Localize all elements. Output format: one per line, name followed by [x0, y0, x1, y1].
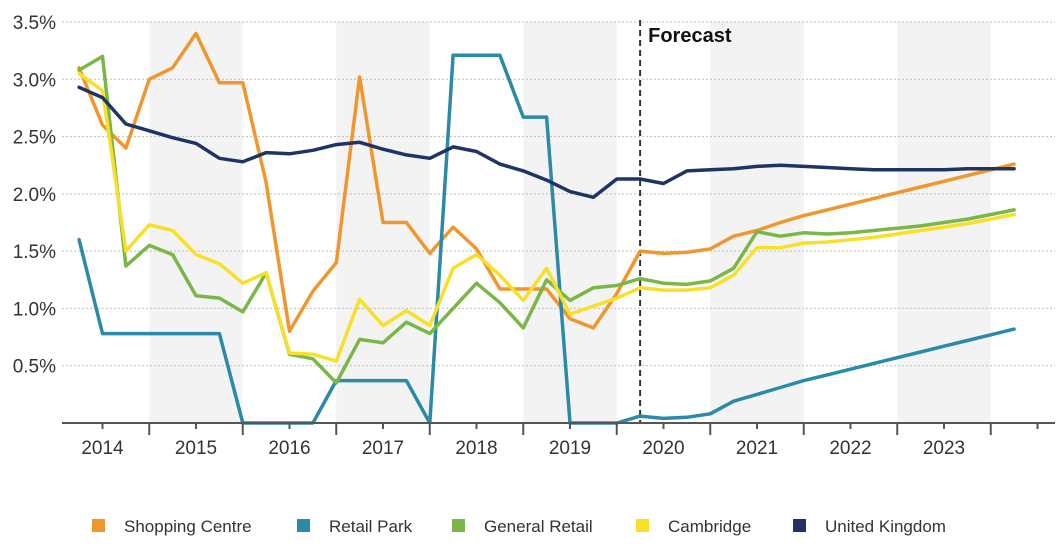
legend-label: Shopping Centre	[124, 517, 252, 536]
x-tick-label: 2023	[923, 438, 965, 459]
series-line-united-kingdom	[77, 85, 1016, 200]
y-tick-label: 2.0%	[13, 185, 56, 206]
year-bands	[149, 22, 991, 423]
x-tick-label: 2014	[81, 438, 124, 459]
series-line-retail-park	[77, 53, 1016, 425]
year-band	[523, 22, 617, 423]
x-tick-label: 2017	[362, 438, 404, 459]
y-tick-label: 3.0%	[13, 70, 56, 91]
legend-label: United Kingdom	[825, 517, 946, 536]
x-tick-label: 2022	[829, 438, 871, 459]
legend-swatch	[297, 519, 310, 532]
x-tick-label: 2021	[736, 438, 778, 459]
year-band	[149, 22, 243, 423]
legend-label: Cambridge	[668, 517, 751, 536]
forecast-marker: Forecast	[639, 20, 732, 423]
series-line-shopping-centre	[77, 31, 1016, 334]
legend-swatch	[636, 519, 649, 532]
y-tick-label: 3.5%	[13, 13, 56, 34]
y-tick-label: 1.0%	[13, 299, 56, 320]
legend-label: General Retail	[484, 517, 593, 536]
x-tick-label: 2019	[549, 438, 591, 459]
series-line-cambridge	[77, 71, 1016, 363]
series-lines	[77, 31, 1016, 425]
legend-swatch	[793, 519, 806, 532]
y-tick-label: 1.5%	[13, 242, 56, 263]
x-tick-label: 2018	[455, 438, 497, 459]
y-tick-label: 2.5%	[13, 128, 56, 149]
legend-swatch	[92, 519, 105, 532]
legend: Shopping Centre Retail Park General Retail…	[92, 517, 946, 536]
series-line-general-retail	[77, 54, 1016, 385]
y-tick-label: 0.5%	[13, 357, 56, 378]
x-tick-label: 2020	[642, 438, 684, 459]
forecast-label: Forecast	[648, 25, 732, 47]
y-axis: 0.5% 1.0% 1.5% 2.0% 2.5% 3.0% 3.5%	[13, 13, 56, 378]
x-tick-label: 2016	[268, 438, 310, 459]
x-tick-label: 2015	[175, 438, 217, 459]
x-axis: 2014 2015 2016 2017 2018 2019 2020 2021 2022 2023	[62, 422, 1055, 459]
year-band	[710, 22, 804, 423]
legend-swatch	[452, 519, 465, 532]
legend-label: Retail Park	[329, 517, 413, 536]
gridlines	[62, 21, 1055, 367]
